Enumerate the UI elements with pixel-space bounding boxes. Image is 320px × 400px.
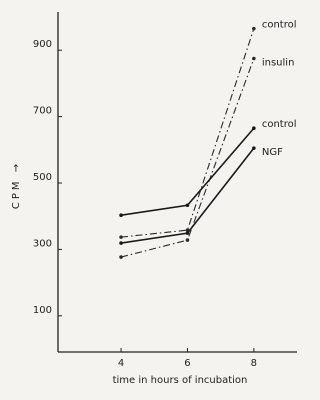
x-tick-label: 8 — [251, 358, 257, 369]
series-line — [120, 127, 255, 216]
point — [252, 146, 256, 150]
y-axis-label: CPM → — [11, 161, 22, 209]
legend-label: NGF — [262, 147, 283, 158]
legend-label: control — [262, 119, 297, 130]
series-line — [120, 58, 255, 258]
legend-label: control — [262, 20, 297, 31]
legend-label: insulin — [262, 58, 295, 69]
point — [185, 203, 190, 208]
point — [119, 241, 123, 245]
x-tick-label: 6 — [184, 358, 190, 369]
y-tick-label: 700 — [33, 106, 52, 117]
series-line — [121, 28, 255, 238]
point — [185, 238, 190, 242]
point — [252, 26, 256, 31]
y-tick-label: 900 — [33, 39, 52, 50]
y-tick-label: 300 — [33, 238, 52, 249]
chart: time in hours of incubation CPM → 100 300… — [11, 12, 297, 386]
y-tick-label: 100 — [33, 305, 52, 316]
point — [185, 231, 190, 235]
y-tick-label: 500 — [33, 172, 52, 183]
x-tick-label: 4 — [118, 358, 124, 369]
point — [252, 56, 256, 61]
point — [119, 255, 123, 259]
x-axis-label: time in hours of incubation — [113, 375, 248, 386]
point — [119, 213, 123, 218]
point — [119, 235, 123, 239]
point — [252, 126, 256, 131]
